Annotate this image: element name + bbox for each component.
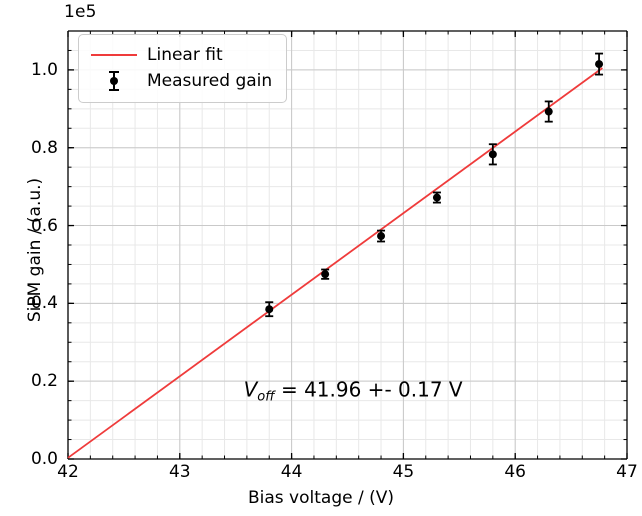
legend-label-measured-gain: Measured gain [147, 71, 273, 91]
x-tick-label: 46 [504, 462, 527, 482]
legend-item-linear-fit[interactable]: Linear fit [89, 42, 272, 68]
v-off-value: = 41.96 +- 0.17 V [274, 377, 463, 402]
legend-line-swatch [89, 45, 141, 65]
tick-marks [67, 30, 628, 460]
y-tick-label: 1.0 [30, 59, 58, 80]
x-tick-label: 42 [57, 462, 79, 482]
series-linear-fit [67, 67, 603, 459]
x-tick-label: 43 [168, 462, 191, 482]
data-point [488, 150, 497, 159]
v-off-symbol: V [243, 377, 258, 402]
data-point [595, 60, 604, 69]
data-point [432, 193, 441, 202]
x-axis-title: Bias voltage / (V) [247, 488, 394, 508]
x-tick-label: 44 [280, 462, 303, 482]
y-tick-label: 0.8 [30, 137, 58, 158]
legend-label-linear-fit: Linear fit [147, 45, 223, 65]
data-point [321, 270, 330, 279]
legend-errorbar-swatch [89, 71, 141, 91]
y-tick-label: 0.6 [30, 215, 58, 236]
y-tick-label: 0.2 [30, 371, 58, 392]
legend-item-measured-gain[interactable]: Measured gain [89, 68, 272, 94]
y-tick-label: 0.0 [30, 449, 58, 469]
data-point [544, 107, 553, 116]
x-tick-label: 47 [616, 462, 638, 482]
legend[interactable]: Linear fit Measured gain [78, 34, 288, 103]
series-measured-gain [265, 52, 604, 318]
data-point [377, 232, 386, 241]
y-axis-title: SiPM gain / (a.u.) [25, 177, 45, 323]
v-off-subscript: off [257, 389, 275, 405]
y-tick-label: 0.4 [30, 293, 58, 314]
y-axis-exponent-label: 1e5 [64, 2, 97, 22]
v-off-annotation: Voff = 41.96 +- 0.17 V [244, 378, 463, 405]
data-point [265, 305, 274, 314]
x-tick-label: 45 [392, 462, 415, 482]
